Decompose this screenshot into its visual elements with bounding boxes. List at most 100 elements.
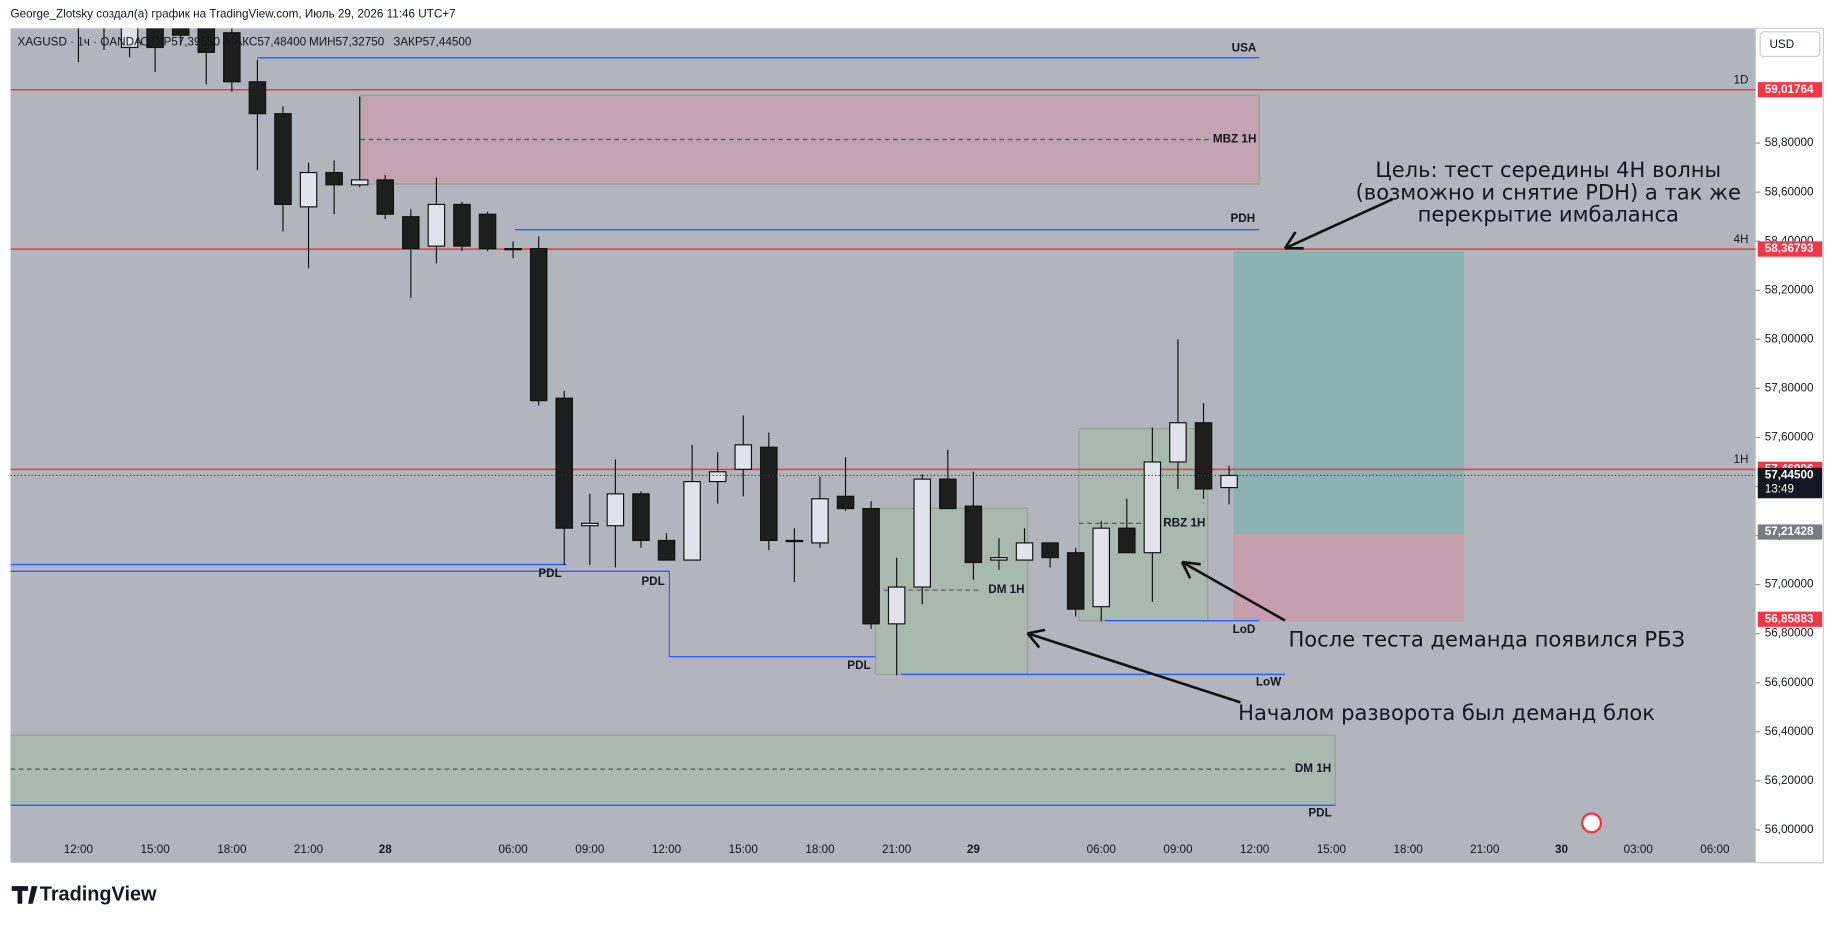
annotation: После теста деманда появился РБЗ [1288,626,1685,651]
candle-body [1220,474,1238,489]
legend-value: МИН57,32750 [309,35,385,48]
x-tick-label: 29 [967,843,981,856]
brand: TradingView [40,884,157,906]
price-label-bg [1757,467,1823,499]
symbol: XAGUSD · 1ч · OANDA [18,35,142,48]
zone-label: DM 1H [988,583,1024,596]
candle-body [223,32,241,83]
candle-body [248,81,267,115]
legend-value: ЗАКР57,44500 [393,35,472,48]
y-tick-label: 56,80000 [1765,627,1814,640]
zone-label: DM 1H [1295,762,1331,775]
x-tick-label: 09:00 [1163,843,1193,856]
candle-body [453,203,471,247]
key-level-label: 4H [1733,233,1748,246]
price-label-bg [1757,82,1823,98]
candle-body [939,478,957,510]
candle-body [913,478,932,588]
flag-icon[interactable] [1581,812,1603,834]
candle-body [1092,527,1111,608]
candle-body [887,586,906,625]
candle-body [120,28,139,49]
candle-body [427,203,446,247]
zone [1233,250,1465,535]
y-tick-label: 56,00000 [1765,823,1814,836]
y-tick-label: 57,60000 [1765,431,1814,444]
y-tick-label: 56,40000 [1765,725,1814,738]
y-tick-label: 58,60000 [1765,185,1814,198]
arrow [1283,198,1394,250]
x-tick-label: 06:00 [1700,843,1730,856]
x-tick-label: 18:00 [217,843,247,856]
plot [10,28,1756,807]
candle-body [964,505,983,564]
candle-body [350,179,369,186]
x-tick-label: 12:00 [64,843,94,856]
candle-body [1143,461,1162,554]
price-label: 59,01764 [1765,83,1814,96]
key-level-label: 1H [1733,453,1748,466]
candle-body [581,522,599,527]
x-tick-label: 21:00 [882,843,912,856]
level-label: USA [1232,41,1257,54]
level-label: PDL [847,659,870,672]
x-tick-label: 30 [1555,843,1568,856]
logo-icon [11,886,38,904]
annotation: (возможно и снятие PDH) а так же [1356,179,1741,204]
x-tick-label: 09:00 [575,843,605,856]
candle-body [632,493,650,542]
annotation: Цель: тест середины 4Н волны [1375,157,1721,182]
candle-body [657,539,676,561]
x-tick-label: 28 [379,843,393,856]
candle-body [171,28,190,36]
y-tick-label: 58,80000 [1765,136,1814,149]
candle-body [811,498,829,544]
price-label: 58,36793 [1765,242,1814,255]
price-label-bg [1757,524,1823,540]
candle-body [299,171,318,208]
price-label-bg [1757,611,1823,627]
level-label: PDL [641,575,664,588]
overlay: MBZ 1H DM 1H RBZ 1H DM 1H USA PDH PDL PDL PDL LoD… [538,41,1748,819]
annotation: перекрытие имбаланса [1418,202,1679,227]
level-label: PDH [1230,212,1255,225]
x-tick-label: 03:00 [1624,843,1654,856]
countdown: 13:49 [1765,483,1794,496]
candle-body [325,171,343,186]
x-tick-label: 15:00 [140,843,170,856]
price-label: 56,85883 [1765,612,1814,625]
zone-label: MBZ 1H [1213,133,1257,146]
candle-body [1066,552,1085,610]
x-tick-label: 06:00 [498,843,528,856]
x-tick-label: 21:00 [294,843,324,856]
candle-body [376,179,395,215]
price-label: 57,44500 [1765,469,1814,482]
level-label: LoW [1256,676,1282,689]
arrow [1026,628,1241,704]
price-axis [1754,27,1824,864]
candle-body [478,213,497,250]
y-tick-label: 56,60000 [1765,676,1814,689]
legend-value: ОТКР57,39550 [140,35,220,48]
y-tick-label: 57,00000 [1765,578,1814,591]
x-tick-label: 12:00 [1240,843,1270,856]
y-tick-label: 56,20000 [1765,774,1814,787]
annotation: Началом разворота был деманд блок [1238,700,1655,725]
candle-body [504,247,522,251]
candle-body [402,216,420,250]
currency[interactable]: USD [1769,38,1794,51]
candle-body [734,444,753,470]
y-tick-label: 58,20000 [1765,283,1814,296]
currency-button[interactable] [1759,31,1821,57]
price-label-bg [1757,241,1823,257]
x-tick-label: 15:00 [729,843,759,856]
candle-body [683,481,701,561]
candle-body [1041,542,1059,559]
credit: George_Zlotsky создал(а) график на Tradi… [11,7,456,20]
candle-body [146,28,164,49]
candle-body [836,495,855,510]
x-tick-label: 21:00 [1470,843,1500,856]
x-tick-label: 12:00 [652,843,682,856]
candle-body [990,557,1008,561]
